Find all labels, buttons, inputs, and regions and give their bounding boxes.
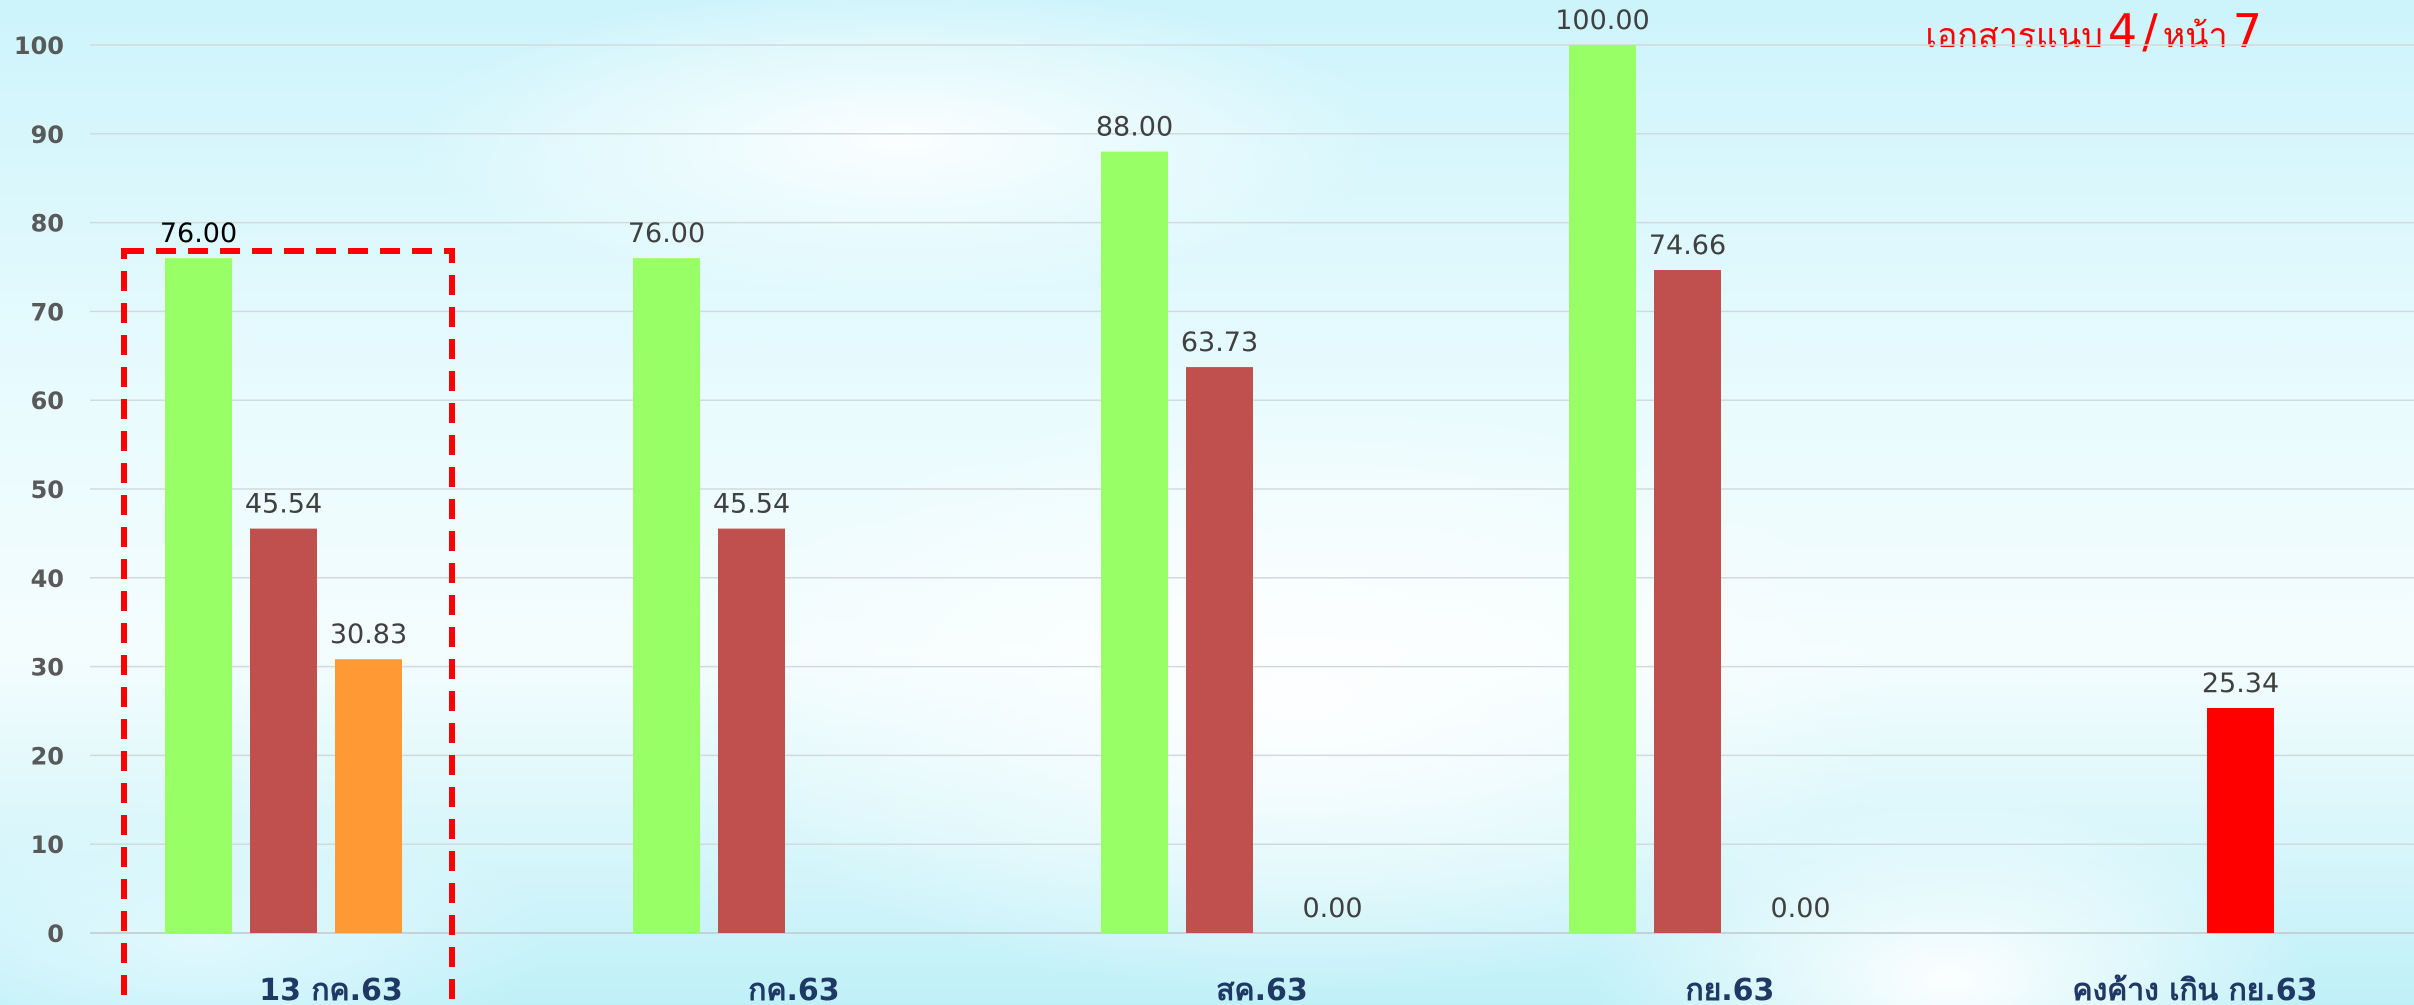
y-tick-label: 70 — [31, 298, 64, 326]
x-category-label: คงค้าง เกิน กย.63 — [2073, 973, 2318, 1005]
data-label: 45.54 — [245, 489, 322, 520]
y-tick-label: 0 — [47, 920, 64, 948]
y-tick-label: 100 — [14, 32, 64, 60]
x-category-label: 13 กค.63 — [259, 973, 403, 1005]
y-tick-label: 80 — [31, 210, 64, 238]
bar — [1654, 270, 1721, 934]
highlight-box — [121, 248, 455, 1005]
bar — [1569, 45, 1636, 933]
y-tick-label: 10 — [31, 831, 64, 859]
data-label: 25.34 — [2202, 668, 2279, 699]
bar — [718, 528, 785, 933]
y-tick-label: 30 — [31, 654, 64, 682]
caption-page-number: 7 — [2232, 4, 2262, 58]
bar — [1186, 367, 1253, 933]
bar — [165, 258, 232, 933]
x-category-label: กค.63 — [748, 973, 839, 1005]
caption-prefix: เอกสารแนบ — [1925, 16, 2103, 56]
x-category-label: สค.63 — [1216, 973, 1308, 1005]
bar — [335, 659, 402, 933]
y-tick-label: 40 — [31, 565, 64, 593]
data-label: 30.83 — [330, 619, 407, 650]
y-tick-label: 90 — [31, 121, 64, 149]
bar — [250, 528, 317, 933]
data-label: 76.00 — [160, 218, 237, 249]
x-category-label: กย.63 — [1686, 973, 1775, 1005]
data-label: 63.73 — [1181, 327, 1258, 358]
page-caption: เอกสารแนบ 4 / หน้า 7 — [1925, 4, 2262, 62]
y-tick-label: 50 — [31, 476, 64, 504]
data-label: 76.00 — [628, 218, 705, 249]
y-tick-label: 20 — [31, 742, 64, 770]
caption-attachment-number: 4 — [2107, 4, 2138, 58]
bar — [1101, 151, 1168, 933]
data-label: 100.00 — [1555, 5, 1649, 36]
caption-page-word: หน้า — [2162, 16, 2228, 56]
data-label: 0.00 — [1770, 893, 1830, 924]
data-label: 45.54 — [713, 489, 790, 520]
data-label: 74.66 — [1649, 230, 1726, 261]
y-tick-label: 60 — [31, 387, 64, 415]
bar — [2207, 707, 2274, 933]
bar — [633, 258, 700, 933]
data-label: 88.00 — [1096, 112, 1173, 143]
data-label: 0.00 — [1302, 893, 1362, 924]
